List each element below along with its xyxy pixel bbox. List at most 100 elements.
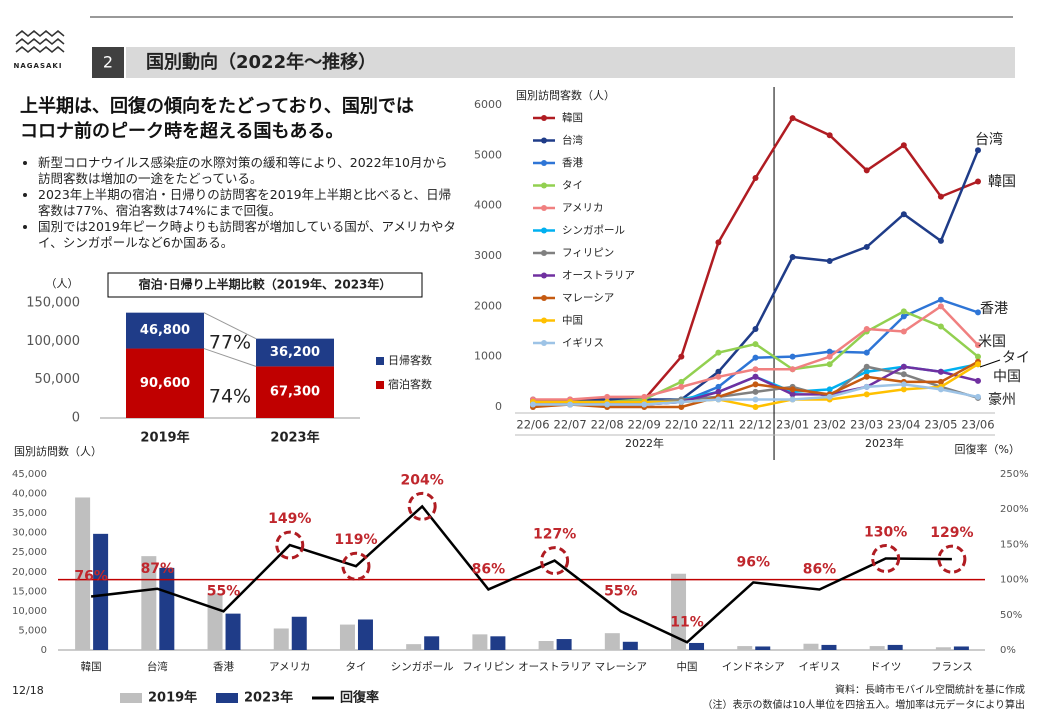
bar — [604, 633, 620, 650]
end-label: タイ — [1002, 350, 1030, 366]
x-tick-label: タイ — [345, 661, 366, 673]
point — [604, 393, 611, 400]
page-number: 12/18 — [12, 684, 44, 697]
legend-marker — [541, 115, 547, 121]
point — [789, 396, 796, 403]
bar — [207, 593, 223, 650]
point — [863, 243, 870, 250]
legend-marker — [541, 250, 547, 256]
y-tick-label: 5000 — [474, 148, 502, 161]
legend-marker — [541, 182, 547, 189]
y-tick-label: 10,000 — [12, 606, 47, 617]
x-tick-label: 中国 — [677, 660, 698, 673]
x-tick-label: 23/01 — [776, 418, 809, 432]
highlight-circle — [540, 546, 570, 576]
point — [826, 353, 833, 360]
bar — [225, 613, 241, 650]
legend-label: 宿泊客数 — [388, 377, 432, 391]
headline-line: 上半期は、回復の傾向をたどっており、国別では — [20, 96, 414, 117]
end-label: 中国 — [993, 369, 1021, 385]
point — [752, 366, 759, 373]
point — [678, 378, 685, 385]
point — [604, 401, 611, 408]
value-label: 90,600 — [140, 376, 190, 391]
point — [975, 147, 981, 154]
point — [789, 366, 796, 373]
point — [975, 178, 981, 185]
y-tick-label: 1000 — [474, 350, 502, 363]
bar — [821, 644, 837, 650]
x-tick-label: 23/06 — [961, 418, 994, 432]
annotation: 74% — [209, 386, 251, 408]
bar — [869, 646, 885, 650]
point — [752, 341, 759, 348]
legend-marker — [541, 295, 547, 301]
chart1-title-box — [107, 272, 423, 298]
legend-label: 2019年 — [148, 690, 197, 706]
connector — [203, 348, 257, 367]
point — [863, 325, 870, 332]
value-label: 76% — [74, 568, 108, 584]
x-tick-label: 韓国 — [81, 661, 102, 673]
headline-line: コロナ前のピーク時を超える国もある。 — [20, 121, 344, 142]
point — [715, 239, 722, 246]
value-label: 204% — [401, 472, 444, 488]
section-number-box — [92, 47, 124, 78]
point — [641, 401, 648, 408]
point — [826, 132, 833, 139]
bar — [935, 647, 951, 650]
x-tick-label: インドネシア — [722, 661, 785, 673]
logo-text: NAGASAKI — [14, 62, 63, 70]
legend-label: アメリカ — [562, 202, 603, 214]
point — [900, 211, 907, 218]
y-tick-label: 45,000 — [12, 469, 47, 480]
y2-tick-label: 250% — [1000, 469, 1029, 480]
point — [937, 296, 944, 303]
point — [975, 309, 981, 316]
bullets: 新型コロナウイルス感染症の水際対策の緩和等により、2022年10月から訪問客数は… — [26, 155, 458, 251]
point — [752, 396, 759, 403]
y2-tick-label: 200% — [1000, 504, 1029, 515]
point — [937, 386, 944, 393]
bar-segment — [256, 338, 334, 367]
highlight-circle — [937, 544, 967, 574]
point — [826, 393, 833, 400]
bar — [953, 646, 969, 650]
point — [752, 354, 759, 361]
legend-label: 台湾 — [562, 134, 583, 147]
point — [826, 348, 833, 355]
x-tick-label: 23/02 — [813, 418, 846, 432]
legend-label: 中国 — [562, 314, 583, 327]
y2-tick-label: 50% — [1000, 610, 1022, 621]
point — [678, 398, 685, 405]
bar — [803, 643, 819, 650]
annotation: 77% — [209, 332, 251, 354]
legend-label: 回復率 — [340, 690, 379, 706]
x-tick-label: 台湾 — [147, 660, 168, 673]
connector — [203, 312, 257, 340]
legend-marker — [541, 160, 547, 166]
end-label: 韓国 — [988, 174, 1016, 190]
bullet: 2023年上半期の宿泊・日帰りの訪問客を2019年上半期と比べると、日帰客数は7… — [38, 187, 458, 219]
legend-label: タイ — [562, 180, 583, 192]
legend-swatch — [376, 381, 384, 389]
point — [826, 386, 833, 393]
chart1-title: 宿泊･日帰り上半期比較（2019年、2023年） — [139, 277, 392, 292]
point — [937, 237, 944, 244]
x-tick-label: 22/08 — [591, 418, 624, 432]
value-label: 119% — [334, 532, 377, 548]
bullet: 国別では2019年ピーク時よりも訪問客が増加している国が、アメリカやタイ、シンガ… — [38, 219, 458, 251]
value-label: 55% — [604, 583, 638, 599]
point — [752, 404, 759, 410]
point — [678, 404, 685, 410]
y-tick-label: 6000 — [474, 98, 502, 111]
value-label: 130% — [864, 524, 907, 540]
x-tick-label: シンガポール — [391, 661, 454, 673]
y-tick-label: 40,000 — [12, 489, 47, 500]
value-label: 127% — [533, 527, 576, 543]
point — [715, 388, 722, 395]
point — [641, 393, 648, 400]
y-tick-label: 15,000 — [12, 586, 47, 597]
x-tick-label: ドイツ — [870, 661, 902, 673]
